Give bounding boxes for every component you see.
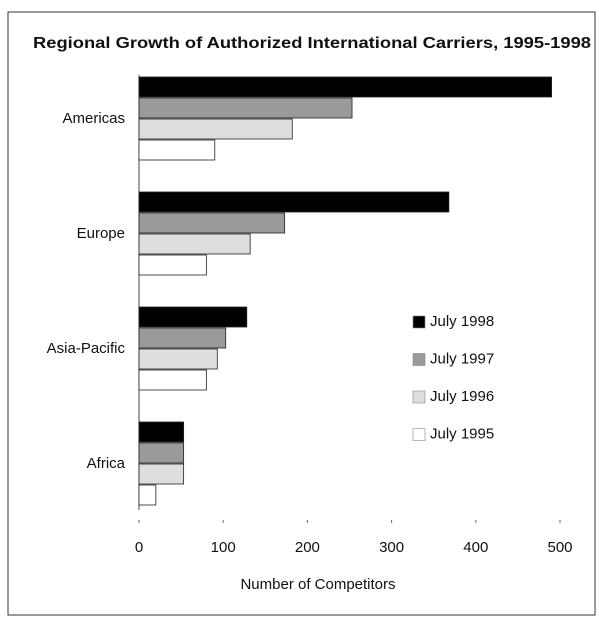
bar xyxy=(138,97,353,119)
legend-swatch xyxy=(412,315,426,329)
bar xyxy=(138,484,157,506)
bar xyxy=(138,191,450,213)
bar xyxy=(138,369,207,391)
frame xyxy=(7,11,596,616)
legend-label: July 1998 xyxy=(430,313,494,330)
bar xyxy=(138,442,185,464)
legend-swatch xyxy=(412,390,426,404)
bar xyxy=(138,76,552,98)
category-label: Africa xyxy=(87,455,126,472)
bar xyxy=(138,463,185,485)
bar xyxy=(138,327,227,349)
legend-label: July 1996 xyxy=(430,388,494,405)
x-tick-label: 400 xyxy=(463,539,488,556)
bar xyxy=(138,233,251,255)
legend-label: July 1995 xyxy=(430,425,494,442)
category-label: Europe xyxy=(77,225,125,242)
x-axis-label: Number of Competitors xyxy=(240,576,395,593)
x-tick-label: 500 xyxy=(547,539,572,556)
bar xyxy=(138,212,286,234)
x-tick-label: 100 xyxy=(211,539,236,556)
bar xyxy=(138,348,218,370)
category-label: Americas xyxy=(62,110,125,127)
chart-title: Regional Growth of Authorized Internatio… xyxy=(33,35,591,52)
legend-swatch xyxy=(412,428,426,441)
category-label: Asia-Pacific xyxy=(47,340,126,357)
bar xyxy=(138,421,185,443)
x-tick-label: 300 xyxy=(379,539,404,556)
legend-label: July 1997 xyxy=(430,350,494,367)
bar xyxy=(138,306,248,328)
bar xyxy=(138,139,216,161)
bar xyxy=(138,254,207,276)
bar xyxy=(138,118,293,140)
legend-swatch xyxy=(412,353,426,366)
x-tick-label: 0 xyxy=(135,539,143,556)
x-tick-label: 200 xyxy=(295,539,320,556)
